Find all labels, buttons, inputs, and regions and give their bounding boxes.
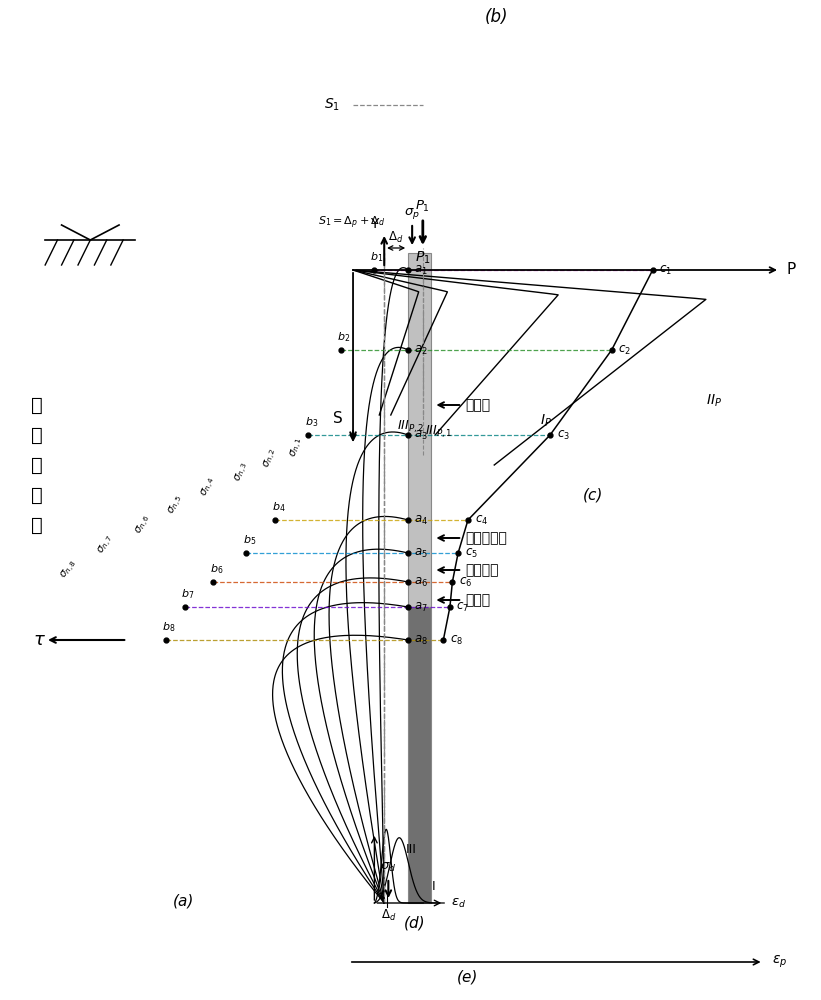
Text: $a_8$: $a_8$ xyxy=(414,633,428,647)
Text: (b): (b) xyxy=(485,8,508,26)
Text: 土: 土 xyxy=(31,486,43,504)
Text: $c_8$: $c_8$ xyxy=(450,633,463,647)
Text: $b_6$: $b_6$ xyxy=(210,562,223,576)
Text: (e): (e) xyxy=(457,970,479,985)
Text: $III_{P,1}$: $III_{P,1}$ xyxy=(425,424,453,440)
Text: III: III xyxy=(406,843,416,856)
Text: $\sigma_{n,2}$: $\sigma_{n,2}$ xyxy=(262,446,280,470)
Text: $a_2$: $a_2$ xyxy=(414,343,428,357)
Bar xyxy=(408,607,431,903)
Text: $a_6$: $a_6$ xyxy=(414,575,428,589)
Text: S: S xyxy=(333,411,343,426)
Text: $b_3$: $b_3$ xyxy=(305,415,318,429)
Text: (c): (c) xyxy=(583,488,603,503)
Text: $S_1=\Delta_p+\Delta_d$: $S_1=\Delta_p+\Delta_d$ xyxy=(318,214,385,231)
Text: 均: 均 xyxy=(31,395,43,414)
Text: 体: 体 xyxy=(31,516,43,534)
Text: $I_P$: $I_P$ xyxy=(540,413,552,429)
Text: $\tau$: $\tau$ xyxy=(33,631,46,649)
Text: $b_7$: $b_7$ xyxy=(181,587,195,601)
Text: $c_7$: $c_7$ xyxy=(456,600,470,614)
Text: $\sigma_{n,1}$: $\sigma_{n,1}$ xyxy=(288,435,306,459)
Text: 稳定区: 稳定区 xyxy=(466,593,491,607)
Text: Y: Y xyxy=(370,217,378,231)
Bar xyxy=(408,253,431,607)
Text: $\Delta_d$: $\Delta_d$ xyxy=(381,908,396,923)
Text: $c_5$: $c_5$ xyxy=(465,546,478,560)
Text: $III_{P,2}$: $III_{P,2}$ xyxy=(397,419,424,435)
Text: $b_5$: $b_5$ xyxy=(243,533,256,547)
Text: 质: 质 xyxy=(31,426,43,444)
Text: $\varepsilon_d$: $\varepsilon_d$ xyxy=(451,896,466,910)
Text: $a_3$: $a_3$ xyxy=(414,428,428,442)
Text: $a_4$: $a_4$ xyxy=(414,513,428,527)
Text: 岩: 岩 xyxy=(31,456,43,475)
Text: 临界状态区: 临界状态区 xyxy=(466,531,507,545)
Text: 欠稳定区: 欠稳定区 xyxy=(466,563,499,577)
Text: $\sigma_{n,6}$: $\sigma_{n,6}$ xyxy=(133,513,154,537)
Text: $c_2$: $c_2$ xyxy=(618,343,631,357)
Text: $b_8$: $b_8$ xyxy=(163,620,176,634)
Text: $c_3$: $c_3$ xyxy=(557,428,570,442)
Text: $\sigma_{n,8}$: $\sigma_{n,8}$ xyxy=(58,558,81,582)
Text: $a_7$: $a_7$ xyxy=(414,600,428,614)
Text: $P_1$: $P_1$ xyxy=(415,199,430,214)
Text: $\sigma_{n,3}$: $\sigma_{n,3}$ xyxy=(232,460,252,484)
Text: I: I xyxy=(432,880,435,893)
Text: (a): (a) xyxy=(172,893,194,908)
Text: $b_2$: $b_2$ xyxy=(337,330,351,344)
Text: $S_1$: $S_1$ xyxy=(324,97,341,113)
Text: $b_1$: $b_1$ xyxy=(370,250,383,264)
Text: $\sigma_p$: $\sigma_p$ xyxy=(404,206,420,221)
Text: P: P xyxy=(787,262,796,277)
Text: $c_1$: $c_1$ xyxy=(659,263,672,277)
Text: $\Delta_d$: $\Delta_d$ xyxy=(388,230,404,245)
Text: $\sigma_d$: $\sigma_d$ xyxy=(380,861,397,874)
Text: $c_6$: $c_6$ xyxy=(459,575,472,589)
Text: $II_P$: $II_P$ xyxy=(706,393,722,409)
Text: (d): (d) xyxy=(404,915,425,930)
Text: $a_5$: $a_5$ xyxy=(414,546,428,560)
Text: $P_1$: $P_1$ xyxy=(415,250,431,266)
Text: $\varepsilon_p$: $\varepsilon_p$ xyxy=(772,954,787,970)
Text: $b_4$: $b_4$ xyxy=(272,500,285,514)
Text: $a_1$: $a_1$ xyxy=(414,263,428,277)
Text: $c_4$: $c_4$ xyxy=(475,513,488,527)
Text: $\sigma_{n,5}$: $\sigma_{n,5}$ xyxy=(166,493,187,517)
Text: $\sigma_{n,4}$: $\sigma_{n,4}$ xyxy=(200,475,219,499)
Text: 破坏区: 破坏区 xyxy=(466,398,491,412)
Text: $\sigma_{n,7}$: $\sigma_{n,7}$ xyxy=(96,533,117,557)
